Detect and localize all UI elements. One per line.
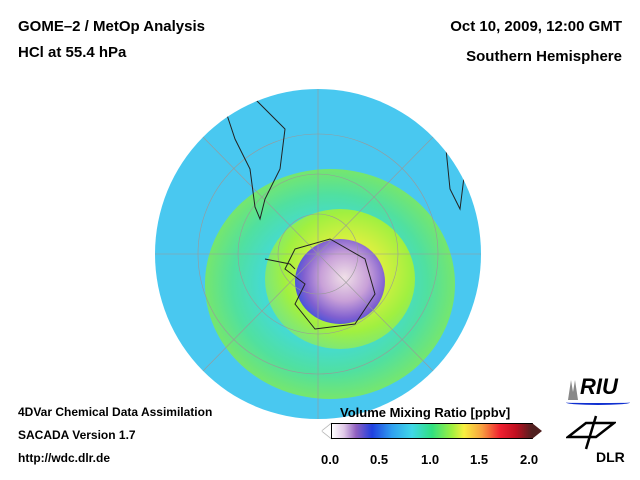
colorbar-tick: 0.0 <box>321 452 340 467</box>
colorbar-min-arrow <box>322 423 332 439</box>
colorbar-title: Volume Mixing Ratio [ppbv] <box>340 405 511 420</box>
footer-line1: 4DVar Chemical Data Assimilation <box>18 405 213 419</box>
hcl-globe-map <box>155 89 481 419</box>
footer-link[interactable]: http://wdc.dlr.de <box>18 451 110 465</box>
footer-line2: SACADA Version 1.7 <box>18 428 136 442</box>
title-line2: HCl at 55.4 hPa <box>18 44 127 61</box>
colorbar-max-arrow <box>532 423 542 439</box>
date-label: Oct 10, 2009, 12:00 GMT <box>450 18 622 35</box>
title-line1: GOME–2 / MetOp Analysis <box>18 18 205 35</box>
colorbar-tick: 1.5 <box>470 452 489 467</box>
colorbar <box>331 423 533 439</box>
colorbar-tick: 2.0 <box>520 452 539 467</box>
dlr-logo: DLR <box>566 415 626 465</box>
coastlines-and-grid <box>155 89 481 419</box>
riu-logo: RIU <box>566 374 630 405</box>
colorbar-tick: 0.5 <box>370 452 389 467</box>
colorbar-tick: 1.0 <box>421 452 440 467</box>
region-label: Southern Hemisphere <box>466 48 622 65</box>
